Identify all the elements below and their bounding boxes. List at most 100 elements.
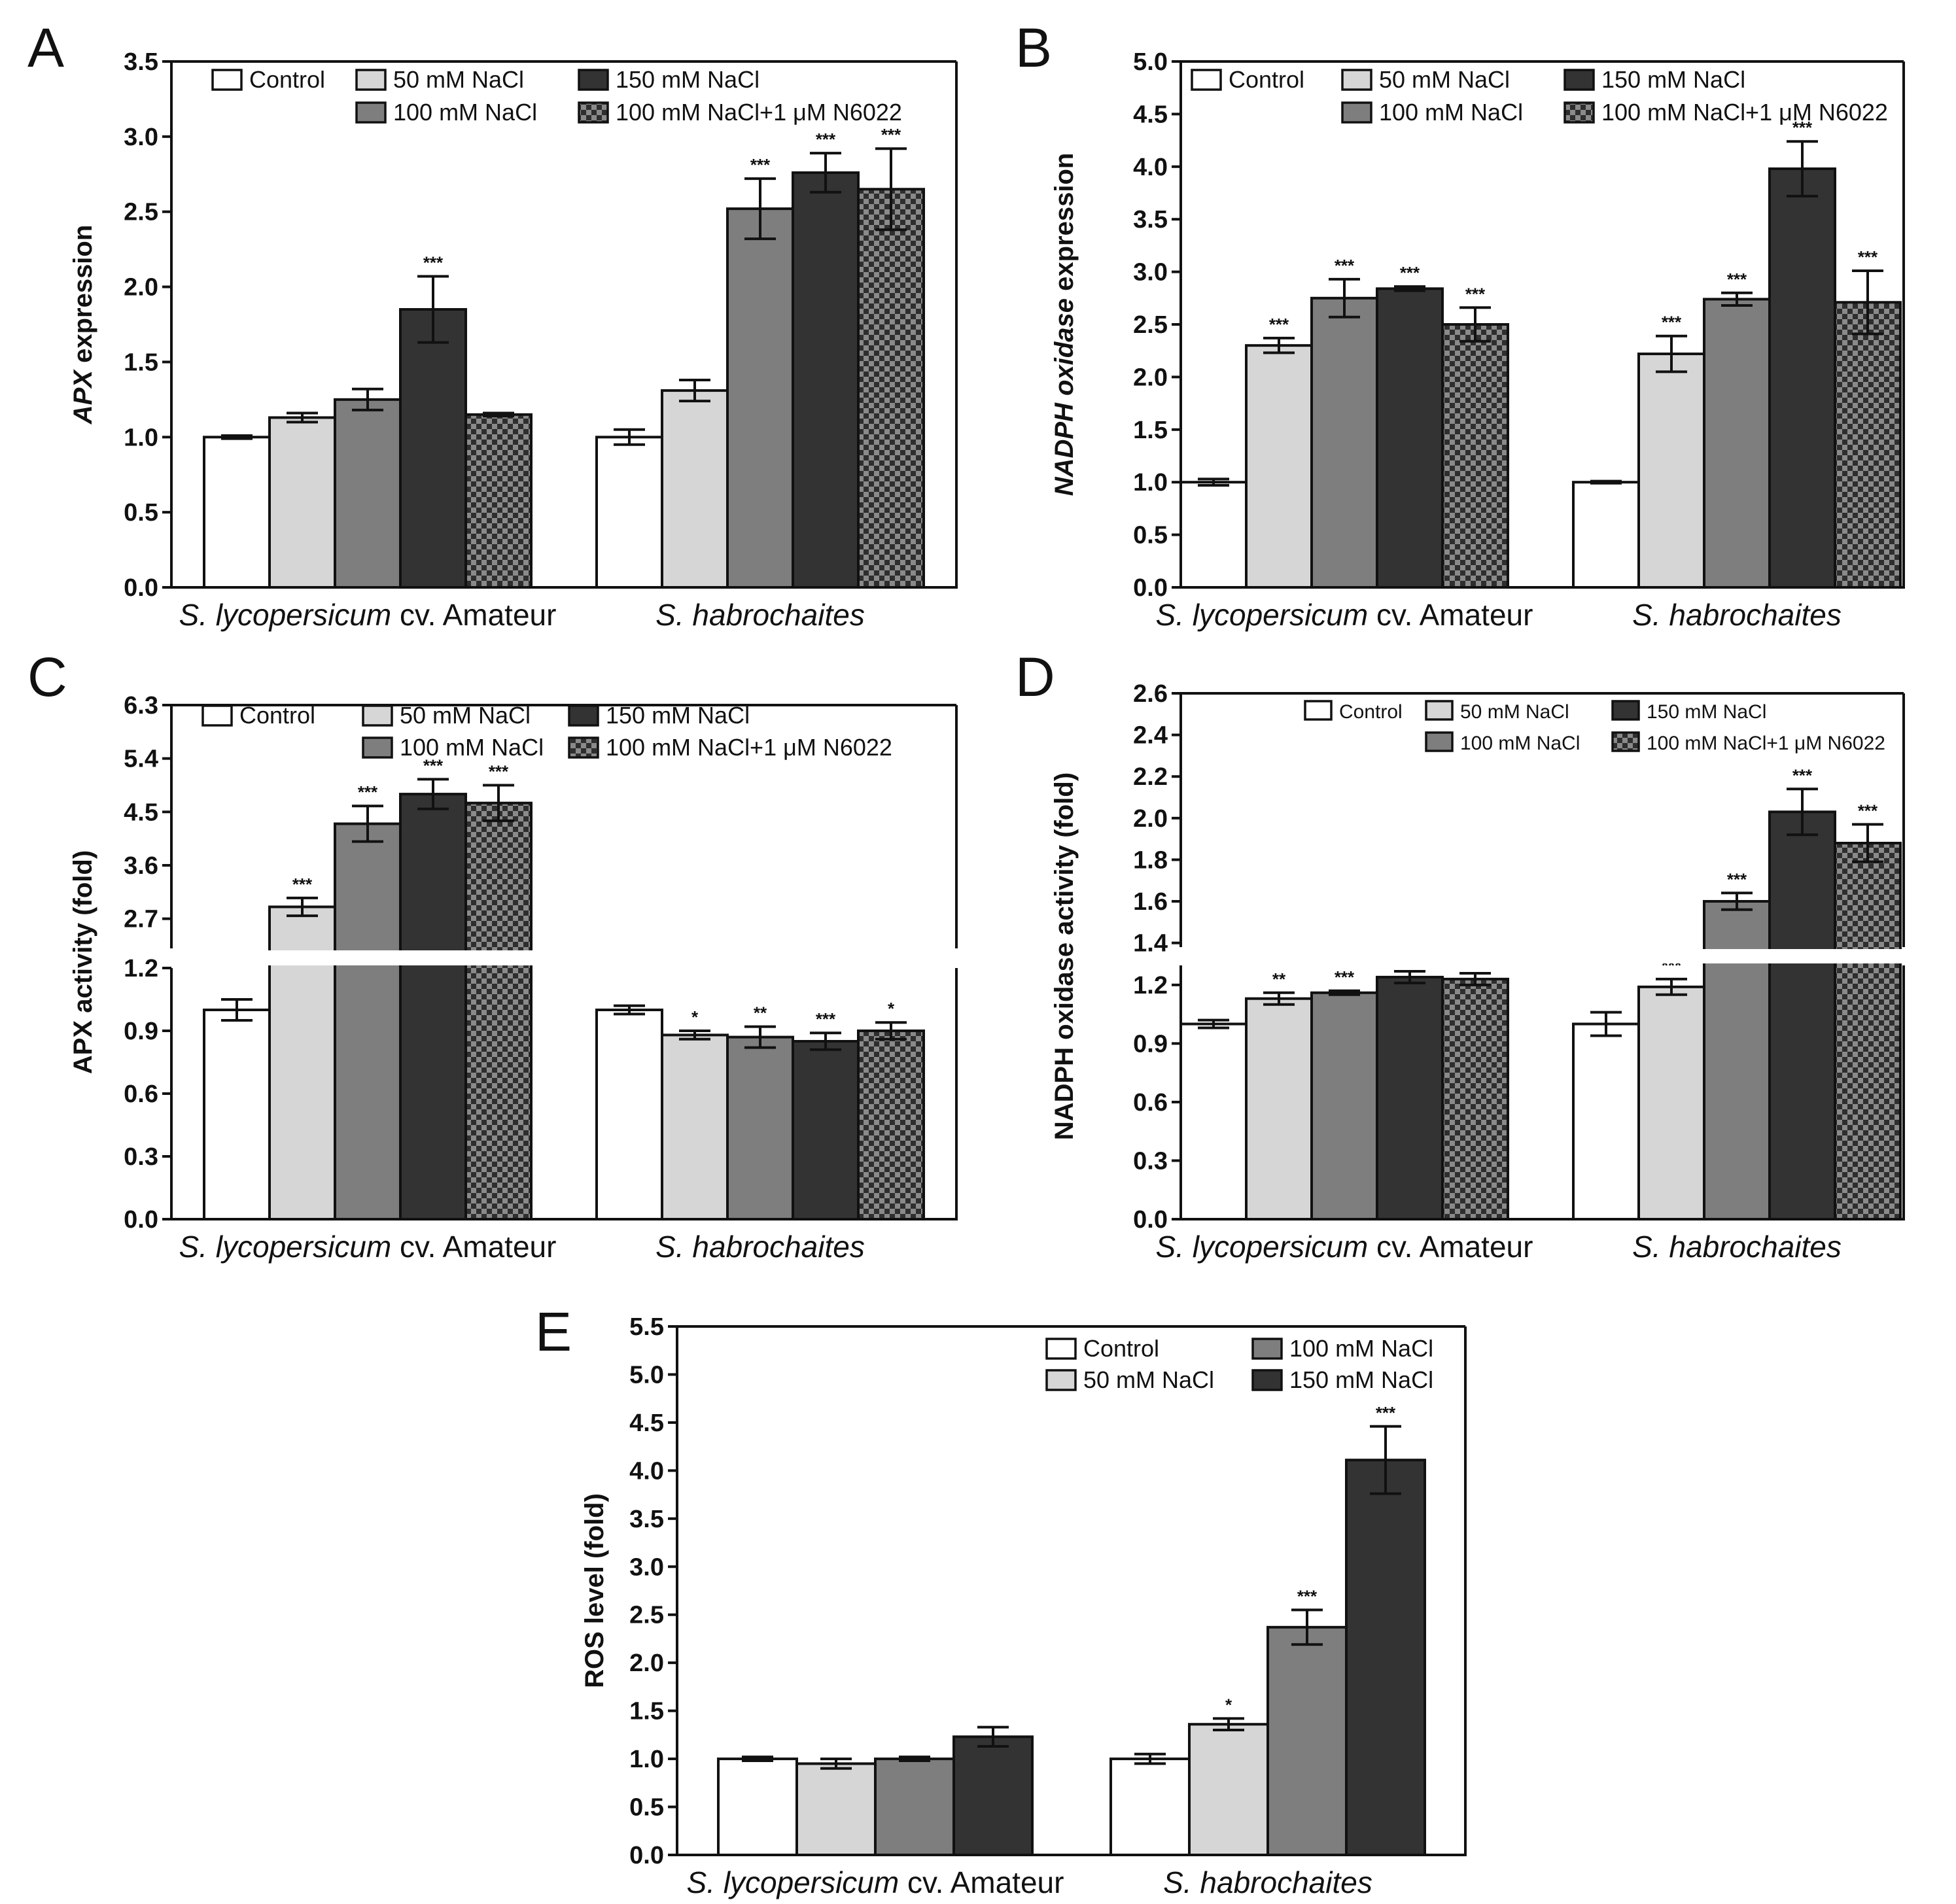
panel-c-significance-150-mm-nacl-group-1: *** (423, 755, 444, 775)
panel-e-ytick-label: 0.0 (629, 1842, 664, 1869)
panel-d-bar-50-mm-nacl-group-2 (1637, 985, 1705, 1221)
panel-c-ytick-label: 0.9 (124, 1018, 158, 1045)
panel-c-significance-100-mm-nacl-group-1: *** (358, 782, 378, 802)
panel-a-significance-100-mm-nacl-group-2: *** (750, 155, 771, 175)
panel-b-ytick-label: 5.0 (1133, 48, 1168, 76)
panel-a-significance-100-mm-nacl-1-um-n6022-group-2: *** (881, 125, 901, 145)
panel-b-significance-100-mm-nacl-group-1: *** (1335, 256, 1355, 275)
panel-c-significance-50-mm-nacl-group-1: *** (292, 874, 313, 894)
panel-e-legend-label-50-mm-nacl: 50 mM NaCl (1083, 1366, 1214, 1393)
panel-a-legend-label-100-mm-nacl: 100 mM NaCl (393, 99, 537, 126)
panel-d-errorbar-150-mm-nacl-group-1 (1394, 969, 1425, 984)
panel-e-ytick-label: 2.5 (629, 1602, 664, 1629)
panel-c-bar-100-mm-nacl-1-um-n6022-group-2 (857, 1030, 925, 1220)
panel-b-bar-150-mm-nacl-group-1 (1376, 287, 1444, 589)
panel-e-errorbar-control-group-2 (1134, 1752, 1166, 1765)
panel-b-significance-100-mm-nacl-1-um-n6022-group-2: *** (1858, 247, 1878, 267)
panel-c-y-axis-label: APX activity (fold) (69, 850, 97, 1074)
panel-d-ytick-label: 1.6 (1133, 888, 1168, 916)
panel-a-ytick-label: 1.0 (124, 424, 158, 451)
panel-d-ytick-label: 2.6 (1133, 680, 1168, 708)
panel-d-legend: Control 50 mM NaCl 150 mM NaCl 100 mM NaCl 1… (1304, 700, 1885, 754)
panel-b-bar-100-mm-nacl-1-um-n6022-group-1 (1441, 323, 1509, 589)
panel-b-errorbar-100-mm-nacl-group-1 (1329, 277, 1360, 319)
panel-a-legend-swatch-100-mm-nacl (355, 101, 387, 124)
panel-a-legend: Control 50 mM NaCl 150 mM NaCl 100 mM NaCl 1… (211, 66, 902, 126)
panel-e-axes (668, 1325, 1467, 1856)
panel-b-legend: Control 50 mM NaCl 150 mM NaCl 100 mM NaCl 1… (1191, 66, 1888, 126)
panel-a-legend-swatch-150-mm-nacl (578, 69, 609, 91)
panel-e-ytick-label: 5.5 (629, 1313, 664, 1341)
panel-e-ytick-label: 5.0 (629, 1361, 664, 1389)
panel-e-errorbar-control-group-1 (742, 1756, 773, 1763)
panel-d-ytick-label: 2.2 (1133, 763, 1168, 791)
panel-d-ytick-label: 2.4 (1133, 722, 1168, 750)
panel-d-ytick-label: 1.2 (1133, 972, 1168, 999)
panel-c-errorbar-100-mm-nacl-group-1 (352, 805, 383, 843)
panel-d-errorbar-150-mm-nacl-group-2 (1787, 788, 1818, 837)
panel-c-legend-label-100-mm-nacl: 100 mM NaCl (400, 734, 544, 761)
panel-a-bar-100-mm-nacl-1-um-n6022-group-1 (464, 413, 533, 589)
panel-a-bar-100-mm-nacl-group-1 (334, 398, 402, 589)
panel-e-bar-150-mm-nacl-group-1 (952, 1735, 1034, 1856)
panel-b-ytick-label: 1.0 (1133, 469, 1168, 496)
panel-e-errorbar-150-mm-nacl-group-2 (1370, 1425, 1401, 1495)
panel-a-legend-swatch-50-mm-nacl (355, 69, 387, 91)
panel-a-legend-label-control: Control (249, 66, 325, 93)
panel-a-ytick-label: 3.5 (124, 48, 158, 76)
panel-e-y-axis-label: ROS level (fold) (580, 1493, 609, 1688)
panel-d-legend-swatch-150-mm-nacl (1611, 700, 1640, 721)
panel-e-category-label-2: S. habrochaites (1163, 1865, 1372, 1899)
panel-c-legend: Control 50 mM NaCl 150 mM NaCl 100 mM NaCl 1… (201, 702, 892, 761)
panel-d-errorbar-50-mm-nacl-group-1 (1263, 991, 1295, 1006)
panel-e-legend-label-control: Control (1083, 1335, 1159, 1362)
panel-b-significance-50-mm-nacl-group-2: *** (1662, 313, 1682, 332)
panel-b-legend-label-100-mm-nacl: 100 mM NaCl (1379, 99, 1523, 126)
panel-d-significance-100-mm-nacl-group-1: *** (1335, 967, 1355, 987)
panel-c-bar-150-mm-nacl-group-2 (792, 1040, 860, 1220)
panel-b-bar-100-mm-nacl-group-1 (1310, 296, 1378, 589)
panel-e-ytick-label: 1.0 (629, 1746, 664, 1773)
panel-d-errorbar-100-mm-nacl-group-1 (1329, 989, 1360, 996)
panel-e-letter: E (535, 1301, 572, 1362)
panel-b-category-label-2: S. habrochaites (1632, 598, 1842, 632)
panel-a-ytick-label: 3.0 (124, 124, 158, 151)
panel-d-ytick-label: 2.0 (1133, 805, 1168, 833)
panel-c-category-label-2: S. habrochaites (655, 1230, 865, 1264)
panel-b-ytick-label: 3.5 (1133, 206, 1168, 234)
panel-d-axes (1172, 692, 1905, 1220)
panel-a-letter: A (27, 17, 64, 78)
panel-d-legend-swatch-50-mm-nacl (1425, 700, 1454, 721)
panel-b-legend-swatch-control (1191, 69, 1222, 91)
panel-b-errorbar-50-mm-nacl-group-1 (1263, 336, 1295, 355)
panel-a-significance-150-mm-nacl-group-2: *** (816, 130, 836, 149)
panel-c-axes (162, 704, 958, 1220)
panel-b-ytick-label: 3.0 (1133, 259, 1168, 286)
panel-b-legend-label-150-mm-nacl: 150 mM NaCl (1601, 66, 1745, 93)
panel-e-significance-50-mm-nacl-group-2: * (1225, 1695, 1232, 1714)
panel-a-bar-50-mm-nacl-group-2 (661, 389, 729, 589)
panel-c-bar-control-group-2 (595, 1009, 663, 1220)
panel-b-errorbar-50-mm-nacl-group-2 (1656, 334, 1687, 373)
panel-b-significance-100-mm-nacl-1-um-n6022-group-1: *** (1465, 284, 1486, 303)
panel-b-errorbar-100-mm-nacl-1-um-n6022-group-1 (1459, 306, 1491, 343)
panel-a-legend-label-100-mm-nacl-1-um-n6022: 100 mM NaCl+1 μM N6022 (616, 99, 902, 126)
panel-c-errorbar-100-mm-nacl-1-um-n6022-group-2 (875, 1021, 907, 1041)
panel-d-bar-150-mm-nacl-group-2 (1768, 810, 1836, 1220)
panel-b-significance-150-mm-nacl-group-1: *** (1400, 263, 1420, 283)
panel-a-bar-control-group-2 (595, 436, 663, 589)
panel-e-ytick-label: 1.5 (629, 1698, 664, 1725)
panel-d-ytick-label: 1.4 (1133, 930, 1168, 958)
panel-c-ytick-label: 0.6 (124, 1081, 158, 1108)
panel-a-legend-swatch-control (211, 69, 243, 91)
panel-e-legend-swatch-150-mm-nacl (1251, 1369, 1283, 1391)
panel-c-bar-100-mm-nacl-group-2 (726, 1035, 794, 1220)
panel-e-ytick-label: 3.0 (629, 1553, 664, 1581)
panel-c-errorbar-control-group-2 (614, 1004, 645, 1016)
panel-c-bar-150-mm-nacl-group-1 (399, 793, 467, 1220)
panel-b-nadph-oxidase-expression: *** *** *** *** *** *** *** *** 0.0 0.5 1.0 1.5 2.0 2… (1015, 17, 1905, 632)
panel-d-letter: D (1015, 646, 1055, 708)
panel-c-legend-label-control: Control (239, 702, 315, 729)
panel-c-legend-label-150-mm-nacl: 150 mM NaCl (606, 702, 750, 729)
panel-a-errorbar-100-mm-nacl-group-1 (352, 387, 383, 411)
